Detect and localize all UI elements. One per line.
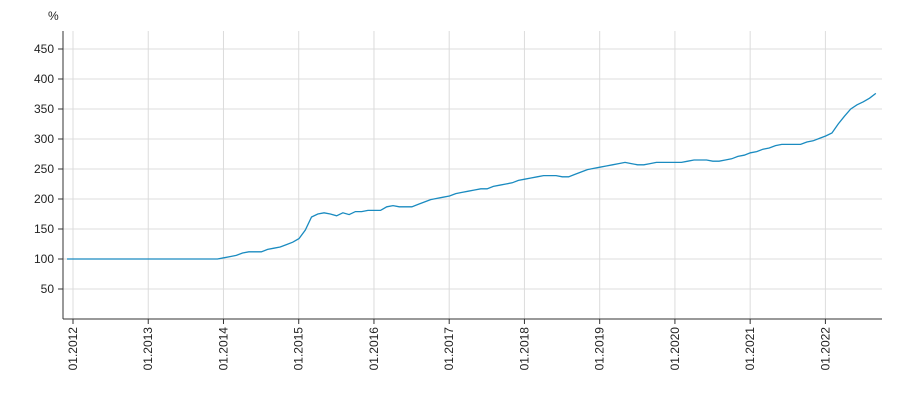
- x-tick-label: 01.2013: [141, 327, 155, 371]
- x-tick-label: 01.2017: [442, 327, 456, 371]
- y-tick-label: 200: [34, 192, 54, 206]
- y-tick-label: 350: [34, 102, 54, 116]
- x-tick-label: 01.2018: [517, 327, 531, 371]
- y-tick-label: 450: [34, 42, 54, 56]
- x-tick-label: 01.2022: [818, 327, 832, 371]
- y-axis-label: %: [48, 9, 59, 23]
- x-tick-label: 01.2012: [66, 327, 80, 371]
- y-tick-label: 400: [34, 72, 54, 86]
- y-tick-label: 150: [34, 222, 54, 236]
- x-tick-label: 01.2021: [743, 327, 757, 371]
- x-tick-label: 01.2019: [593, 327, 607, 371]
- y-tick-label: 250: [34, 162, 54, 176]
- y-tick-label: 50: [41, 282, 55, 296]
- y-tick-label: 100: [34, 252, 54, 266]
- y-tick-label: 300: [34, 132, 54, 146]
- data-line: [67, 92, 877, 260]
- x-tick-label: 01.2020: [668, 327, 682, 371]
- x-tick-label: 01.2014: [216, 327, 230, 371]
- x-tick-label: 01.2016: [367, 327, 381, 371]
- x-tick-label: 01.2015: [292, 327, 306, 371]
